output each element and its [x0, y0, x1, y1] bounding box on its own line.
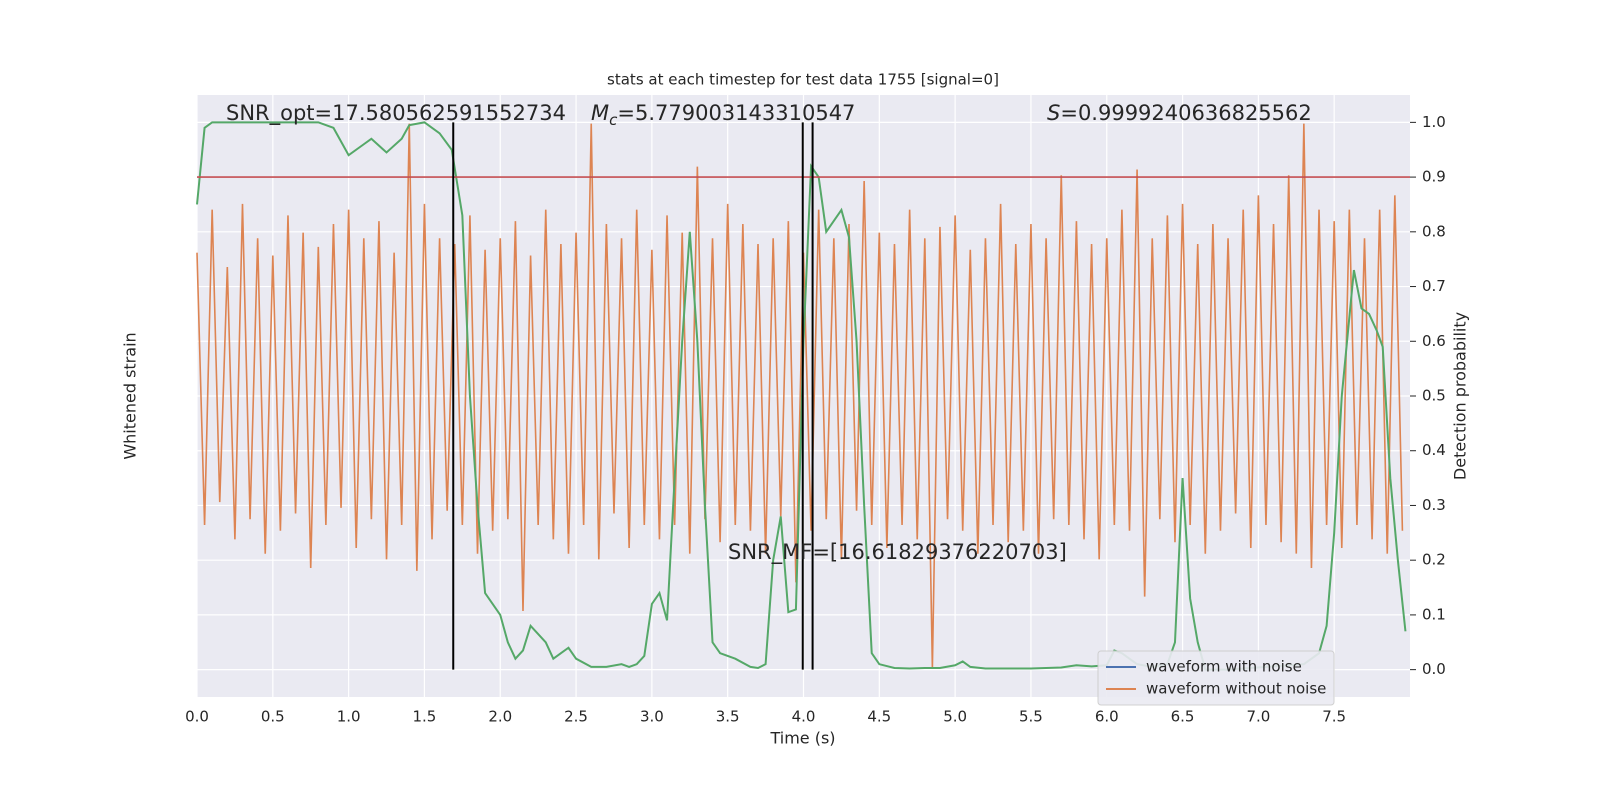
labels: 0.0 0.5 1.0 1.5 2.0 2.5 3.0 3.5 4.0 4.5 5.0 5.5 6.0 6… — [185, 101, 1446, 726]
annotation-text: SNR_opt=17.580562591552734 — [226, 101, 566, 126]
annotation: S=0.9999240636825562 — [1047, 101, 1312, 125]
x-tick-label: 3.0 — [640, 708, 664, 726]
series-line — [196, 121, 1407, 671]
x-tick-label: 2.0 — [488, 708, 512, 726]
y2-tick-label: 0.6 — [1422, 332, 1446, 350]
y2-tick-label: 0.2 — [1422, 551, 1446, 569]
x-tick-label: 7.0 — [1246, 708, 1270, 726]
y2-tick-label: 0.4 — [1422, 441, 1446, 459]
x-tick-label: 5.5 — [1019, 708, 1043, 726]
x-tick-label: 5.0 — [943, 708, 967, 726]
y2-tick-label: 0.8 — [1422, 222, 1446, 240]
x-tick-label: 3.5 — [716, 708, 740, 726]
marks — [196, 121, 1410, 671]
x-tick-label: 6.5 — [1171, 708, 1195, 726]
annotation: SNR_MF=[16.61829376220703] — [728, 540, 1067, 565]
x-tick-label: 0.5 — [261, 708, 285, 726]
annotation-symbol: M — [591, 101, 609, 125]
chart-title: stats at each timestep for test data 175… — [607, 71, 999, 89]
y2-tick-label: 0.9 — [1422, 168, 1446, 186]
x-tick-label: 1.5 — [413, 708, 437, 726]
x-tick-label: 1.0 — [337, 708, 361, 726]
y2-tick-label: 0.7 — [1422, 277, 1446, 295]
legend-box — [1097, 650, 1335, 706]
y2-tick-label: 0.1 — [1422, 605, 1446, 623]
annotation-text: =0.9999240636825562 — [1060, 101, 1311, 125]
x-tick-label: 0.0 — [185, 708, 209, 726]
x-tick-label: 7.5 — [1322, 708, 1346, 726]
y2-tick-label: 0.5 — [1422, 387, 1446, 405]
x-tick-label: 6.0 — [1095, 708, 1119, 726]
x-tick-label: 4.5 — [867, 708, 891, 726]
y2-tick-label: 1.0 — [1422, 113, 1446, 131]
y2-tick-label: 0.0 — [1422, 660, 1446, 678]
legend-label: waveform with noise — [1146, 658, 1302, 676]
y2-axis-label: Detection probability — [1451, 312, 1470, 480]
annotation-text: SNR_MF=[16.61829376220703] — [728, 540, 1067, 565]
annotation-subscript: c — [609, 111, 618, 129]
y-axis-label: Whitened strain — [121, 332, 140, 459]
annotation-symbol: S — [1047, 101, 1060, 125]
x-axis-label: Time (s) — [769, 729, 835, 748]
legend-label: waveform without noise — [1146, 680, 1326, 698]
annotation-text: =5.779003143310547 — [617, 101, 855, 125]
annotation: Mc=5.779003143310547 — [591, 101, 855, 129]
annotation: SNR_opt=17.580562591552734 — [226, 101, 566, 126]
x-tick-label: 2.5 — [564, 708, 588, 726]
y2-tick-label: 0.3 — [1422, 496, 1446, 514]
x-tick-label: 4.0 — [792, 708, 816, 726]
series-line — [196, 123, 1404, 669]
